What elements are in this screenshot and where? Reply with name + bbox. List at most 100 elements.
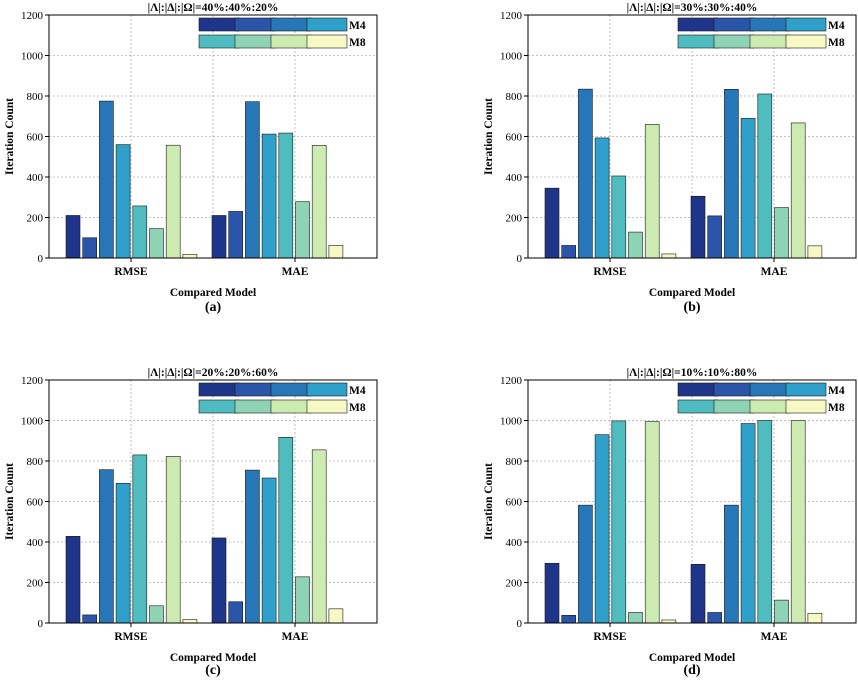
bar-M3-RMSE	[578, 88, 593, 259]
chart-title: |Λ|:|Δ|:|Ω|=40%:40%:20%	[148, 2, 279, 14]
y-tick-label: 0	[517, 618, 523, 630]
y-tick-label: 600	[27, 132, 44, 144]
bar-M5-RMSE	[611, 420, 627, 624]
bar-M7-RMSE	[165, 144, 181, 259]
y-tick-label: 200	[27, 578, 44, 590]
legend-swatch-M1	[198, 382, 240, 397]
x-tick-label: RMSE	[593, 631, 627, 643]
bar-M4-MAE	[261, 477, 277, 624]
bar-M1-MAE	[690, 195, 706, 259]
legend-swatch-M8	[306, 34, 348, 49]
bar-M2-MAE	[707, 612, 723, 624]
y-tick-label: 1200	[21, 375, 44, 387]
bar-M6-MAE	[295, 576, 310, 624]
legend-swatch-M6	[713, 399, 755, 414]
bar-M3-MAE	[724, 89, 739, 259]
legend-swatch-M2	[713, 382, 755, 397]
y-tick-label: 1200	[500, 375, 523, 387]
bar-M1-RMSE	[544, 187, 560, 259]
legend-swatch-M2	[234, 17, 276, 32]
x-axis-label: Compared Model	[649, 652, 735, 664]
y-axis-label: Iteration Count	[4, 98, 16, 175]
bar-M1-RMSE	[65, 215, 81, 259]
y-tick-label: 800	[506, 91, 523, 103]
bar-M3-MAE	[245, 101, 260, 259]
bar-M1-RMSE	[544, 562, 560, 624]
bar-M5-RMSE	[611, 175, 627, 259]
panel-d: 0 200 400 600 800 1000 1200 RMSE MAE |Λ|:|Δ|:|Ω|=…	[483, 367, 857, 678]
bar-M1-MAE	[211, 537, 227, 624]
y-axis-label: Iteration Count	[4, 463, 16, 540]
legend-swatch-M6	[713, 34, 755, 49]
legend-swatch-M3	[749, 382, 791, 397]
bar-M7-RMSE	[644, 124, 660, 259]
legend-swatch-M8	[785, 399, 827, 414]
bar-M5-MAE	[278, 132, 294, 259]
legend: M1M2M3M4M5M6M7M8	[677, 17, 845, 49]
x-axis-label: Compared Model	[170, 652, 256, 664]
y-tick-label: 1200	[21, 10, 44, 22]
y-tick-label: 1000	[500, 51, 523, 63]
bar-M6-MAE	[774, 207, 789, 259]
legend-swatch-M2	[713, 17, 755, 32]
bar-M4-RMSE	[594, 137, 610, 259]
y-tick-label: 200	[506, 213, 523, 225]
bar-M6-RMSE	[149, 228, 164, 259]
x-tick-label: MAE	[761, 631, 788, 643]
x-tick-label: RMSE	[114, 266, 148, 278]
y-tick-label: 200	[506, 578, 523, 590]
y-tick-label: 1200	[500, 10, 523, 22]
bar-M6-MAE	[774, 599, 789, 624]
legend-swatch-M1	[677, 17, 719, 32]
y-tick-label: 800	[27, 456, 44, 468]
bar-M2-MAE	[707, 215, 723, 259]
bar-M4-RMSE	[115, 144, 131, 259]
legend-label-M8: M8	[349, 402, 366, 414]
legend: M1M2M3M4M5M6M7M8	[198, 382, 366, 414]
bar-M3-MAE	[724, 504, 739, 624]
bar-M2-RMSE	[561, 245, 577, 259]
legend-swatch-M4	[306, 17, 348, 32]
x-tick-label: MAE	[282, 631, 309, 643]
bar-M7-MAE	[311, 145, 327, 259]
panel-caption: (a)	[205, 300, 222, 315]
chart-title: |Λ|:|Δ|:|Ω|=10%:10%:80%	[627, 367, 758, 379]
bar-M8-RMSE	[182, 254, 198, 259]
legend-swatch-M7	[270, 399, 312, 414]
panel-caption: (c)	[205, 663, 221, 678]
legend-swatch-M3	[270, 382, 312, 397]
legend-swatch-M8	[785, 34, 827, 49]
y-tick-label: 800	[27, 91, 44, 103]
bar-M7-MAE	[790, 122, 806, 259]
bar-M5-MAE	[757, 420, 773, 624]
bar-M8-MAE	[807, 245, 823, 259]
legend-swatch-M3	[749, 17, 791, 32]
y-tick-label: 400	[506, 537, 523, 549]
panel-caption: (b)	[683, 300, 700, 315]
y-tick-label: 200	[27, 213, 44, 225]
legend-label-M4: M4	[349, 20, 366, 32]
bar-M5-MAE	[278, 437, 294, 624]
legend-label-M8: M8	[828, 37, 845, 49]
legend-label-M4: M4	[828, 385, 845, 397]
legend: M1M2M3M4M5M6M7M8	[198, 17, 366, 49]
legend-swatch-M4	[306, 382, 348, 397]
bar-M3-MAE	[245, 469, 260, 624]
bar-M8-MAE	[807, 612, 823, 624]
legend-swatch-M7	[270, 34, 312, 49]
bar-M8-RMSE	[182, 619, 198, 624]
legend-label-M8: M8	[828, 402, 845, 414]
y-tick-label: 800	[506, 456, 523, 468]
bar-M8-MAE	[328, 608, 344, 624]
x-tick-label: RMSE	[114, 631, 148, 643]
panel-c: 0 200 400 600 800 1000 1200 RMSE MAE |Λ|:|Δ|:|Ω|=…	[4, 367, 378, 678]
bar-M6-RMSE	[628, 612, 643, 624]
bar-M2-RMSE	[82, 614, 97, 624]
bar-M6-RMSE	[628, 231, 643, 259]
bar-M2-MAE	[228, 211, 243, 259]
panel-b: 0 200 400 600 800 1000 1200 RMSE MAE |Λ|:|Δ|:|Ω|=…	[483, 2, 857, 315]
y-axis-label: Iteration Count	[483, 98, 495, 175]
bar-M1-MAE	[690, 563, 706, 624]
